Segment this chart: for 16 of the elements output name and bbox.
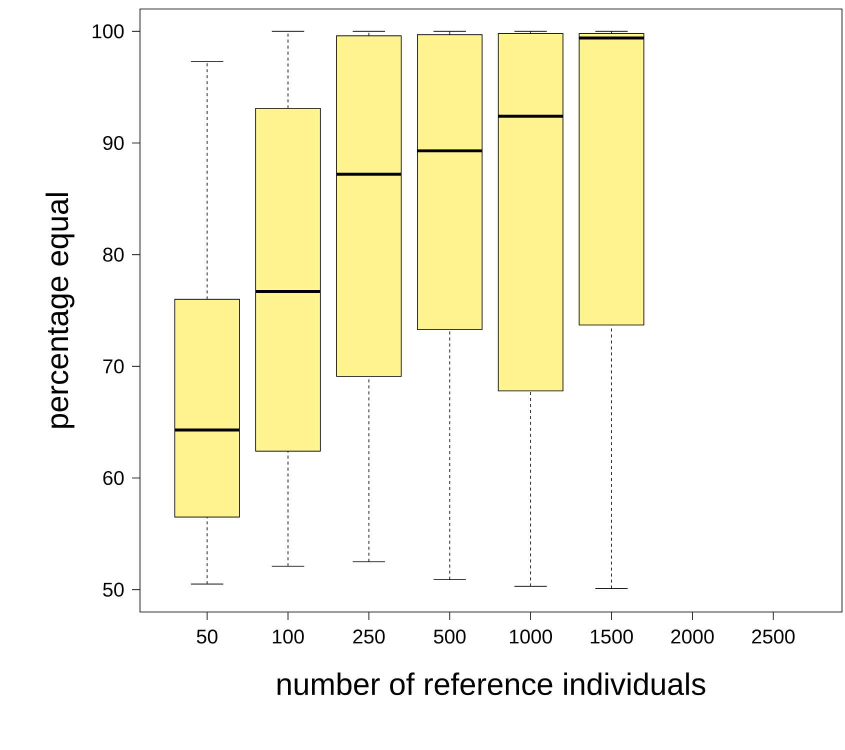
x-tick-label: 250 — [353, 630, 385, 644]
x-tick-label: 1500 — [590, 630, 633, 644]
x-tick-label: 1000 — [510, 630, 552, 644]
x-tick-label: 2000 — [671, 630, 714, 644]
y-tick-label: 70 — [103, 359, 124, 374]
y-tick-label: 50 — [103, 582, 124, 597]
y-tick-label: 100 — [92, 24, 124, 38]
x-tick-label: 500 — [434, 630, 466, 644]
y-tick-label: 90 — [103, 136, 124, 150]
x-tick-label: 100 — [272, 630, 304, 644]
x-tick-label: 50 — [196, 630, 218, 644]
y-tick-label: 80 — [103, 248, 124, 262]
x-tick-label: 2500 — [752, 630, 795, 644]
y-axis-title: percentage equal — [46, 193, 74, 428]
x-axis-title: number of reference individuals — [278, 672, 706, 696]
y-tick-label: 60 — [103, 470, 124, 486]
